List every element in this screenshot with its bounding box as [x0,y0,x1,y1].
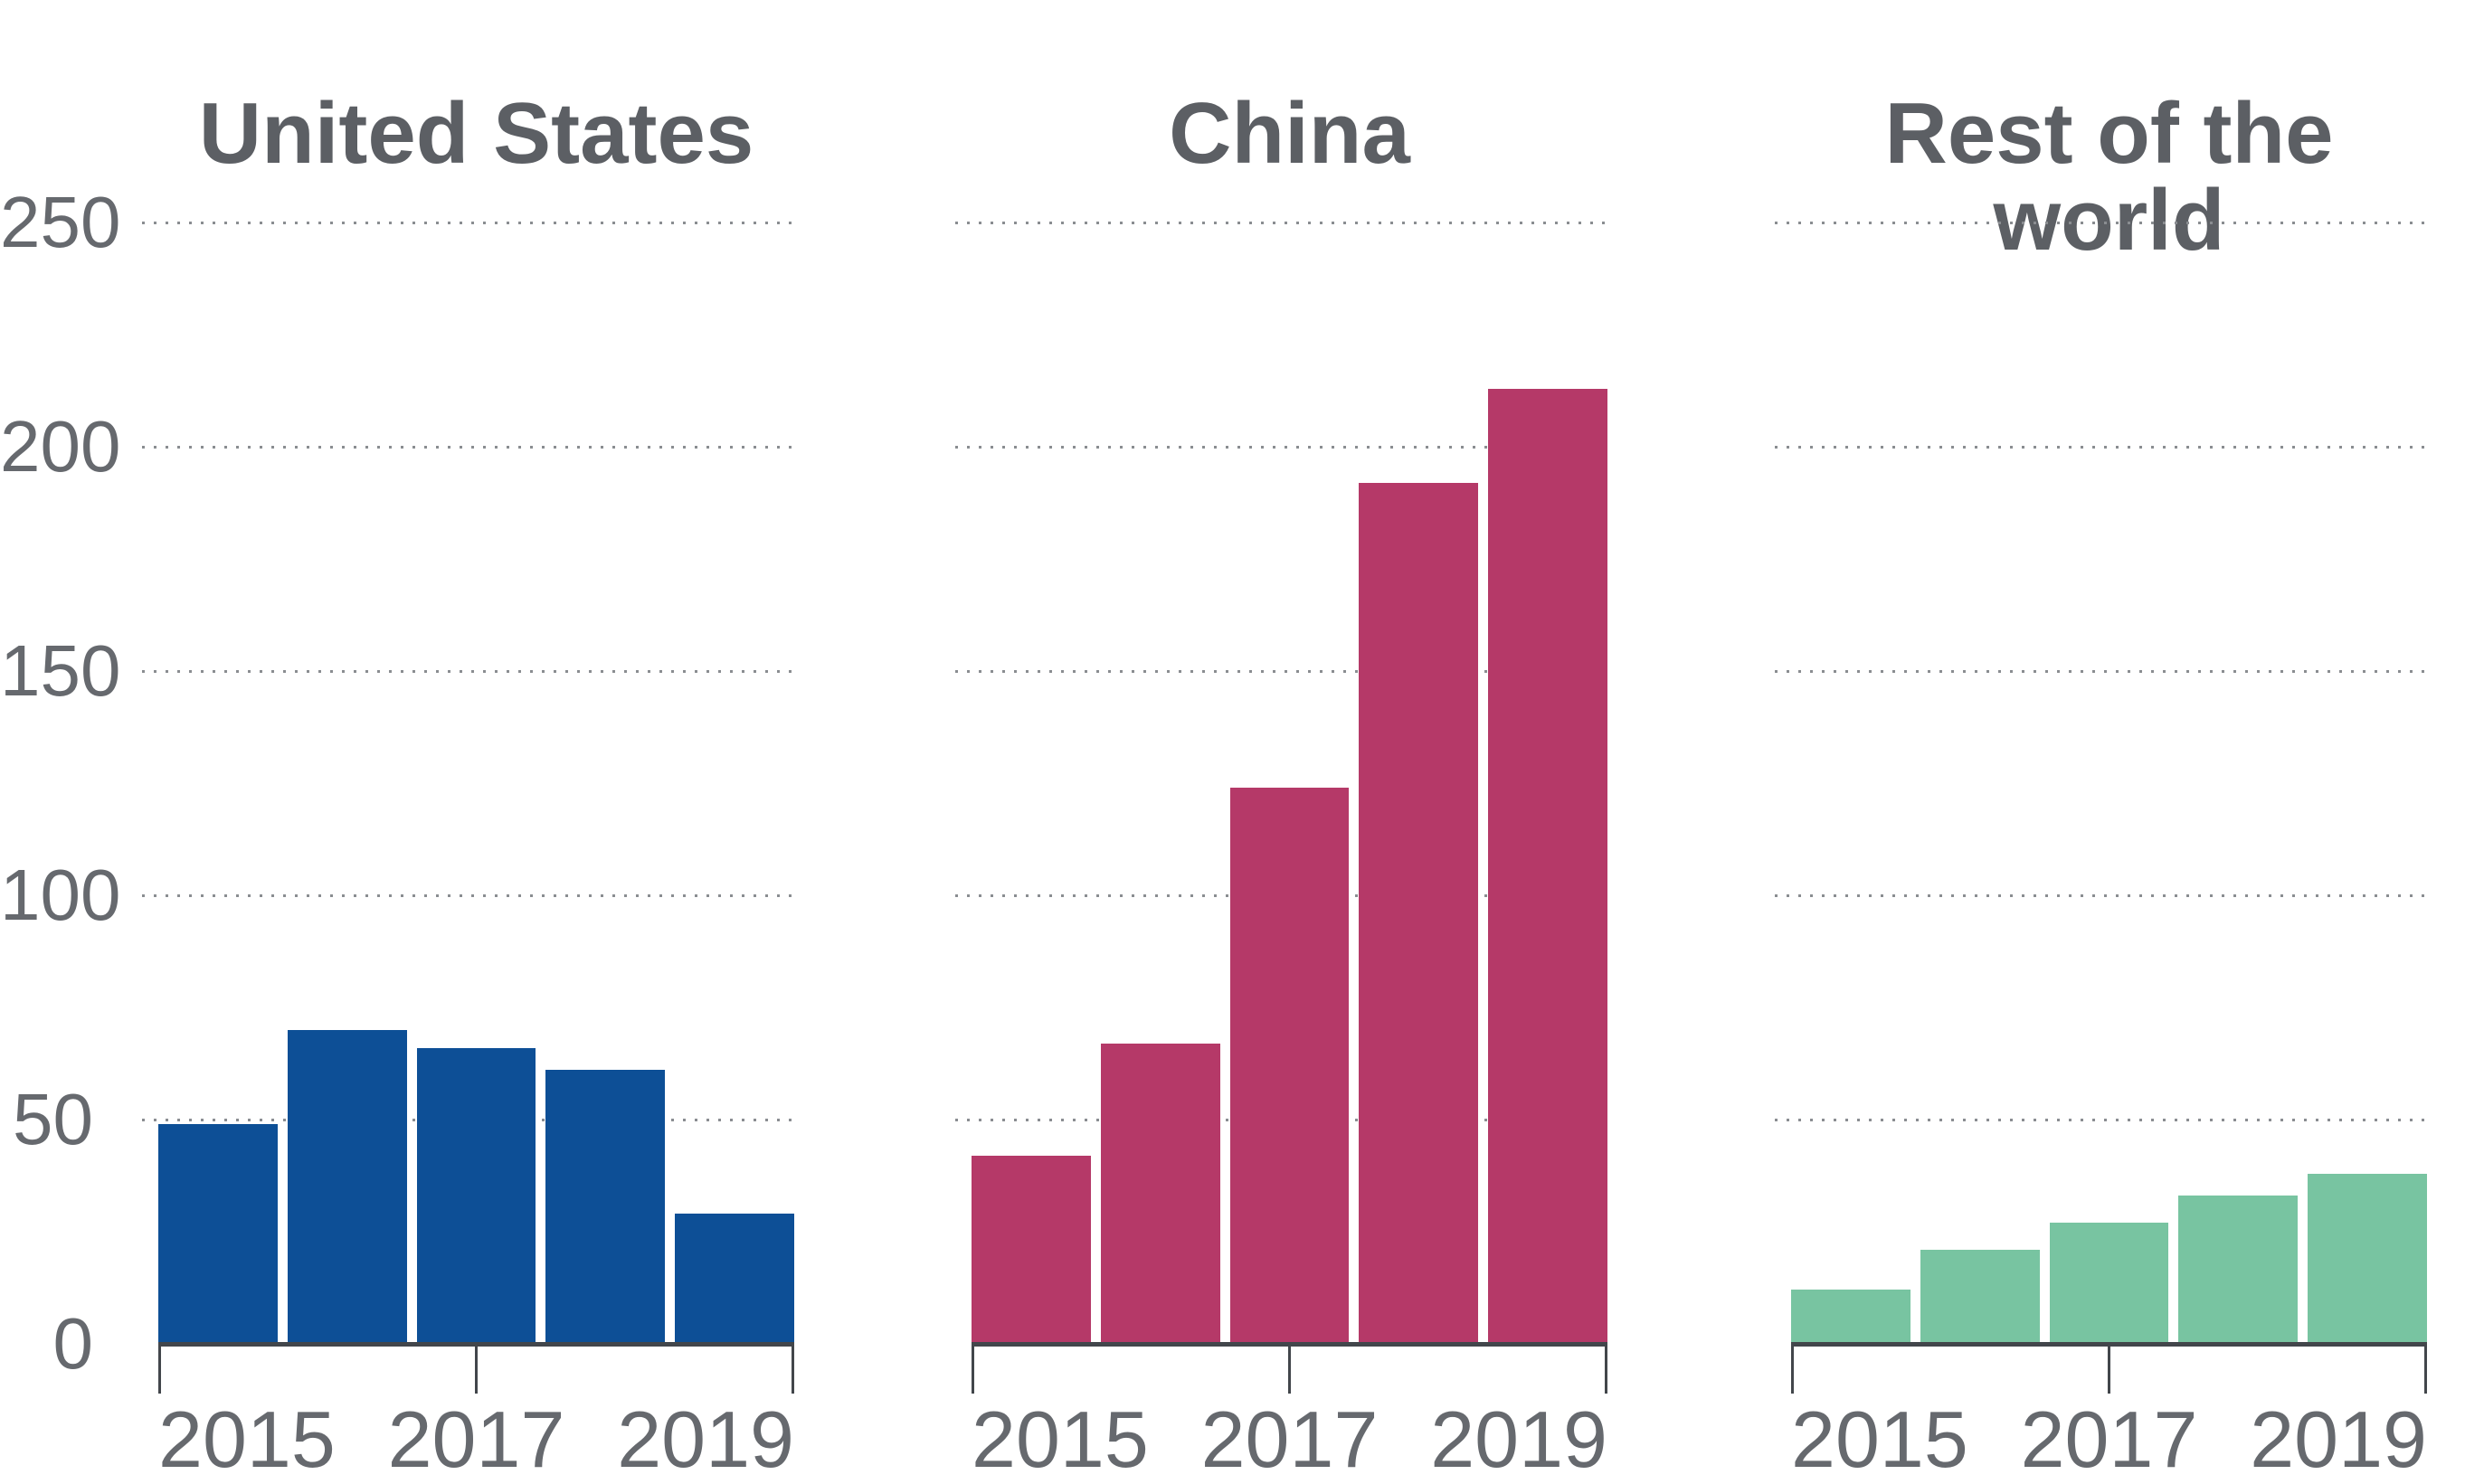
bar-2018 [2178,1196,2299,1344]
x-axis-tick-2017 [1288,1347,1291,1394]
x-axis-label-2019: 2019 [1430,1394,1607,1484]
x-axis-label-2015: 2015 [972,1394,1149,1484]
gridline-200 [142,445,794,449]
x-axis-label-2017: 2017 [2020,1394,2198,1484]
x-axis-label-2019: 2019 [2250,1394,2427,1484]
x-axis-line [972,1342,1607,1347]
x-axis-tick-2019 [792,1347,794,1394]
gridline-200 [1775,445,2427,449]
bar-2016 [287,1029,407,1344]
y-axis-tick-label-150: 150 [0,630,121,711]
gridline-200 [955,445,1607,449]
gridline-150 [955,669,1607,673]
x-axis-tick-2015 [1791,1347,1794,1394]
x-axis-tick-2019 [1605,1347,1607,1394]
x-axis-label-2017: 2017 [387,1394,565,1484]
gridline-50 [1775,1118,2427,1121]
bar-2019 [675,1214,794,1344]
plot-area-rest-of-the-world: 2015 2017 2019 [1775,0,2427,1479]
bar-2018 [545,1070,666,1344]
y-axis-tick-label-50: 50 [13,1079,93,1159]
gridline-150 [1775,669,2427,673]
bar-2019 [2308,1173,2427,1344]
bar-2017 [1229,787,1350,1344]
x-axis-label-2019: 2019 [617,1394,794,1484]
x-axis-line [158,1342,794,1347]
panel-united-states: United States 2015 2017 2019 [142,0,794,1479]
bar-2017 [2049,1223,2169,1344]
plot-area-china: 2015 2017 2019 [955,0,1607,1479]
bar-2015 [1791,1290,1910,1344]
gridline-250 [1775,221,2427,224]
panel-rest-of-the-world: Rest of the world 2015 2017 2019 [1775,0,2427,1479]
x-axis-tick-2019 [2424,1347,2427,1394]
bar-2017 [416,1047,536,1344]
x-axis-label-2015: 2015 [158,1394,336,1484]
x-axis-tick-2015 [158,1347,161,1394]
y-axis-tick-label-100: 100 [0,855,121,935]
x-axis-line [1791,1342,2427,1347]
y-axis-labels: 0 50 100 150 200 250 [0,0,121,1466]
panel-title-china: China [1169,85,1410,182]
y-axis-tick-label-0: 0 [52,1303,94,1384]
gridline-250 [955,221,1607,224]
x-axis-label-2015: 2015 [1791,1394,1968,1484]
bar-2019 [1488,388,1607,1344]
x-axis-label-2017: 2017 [1200,1394,1379,1484]
y-axis-tick-label-250: 250 [0,182,121,262]
y-axis-tick-label-200: 200 [0,406,121,487]
bar-2015 [158,1123,278,1344]
gridline-100 [1775,893,2427,897]
gridline-250 [142,221,794,224]
bar-2016 [1920,1249,2040,1344]
x-axis-tick-2017 [475,1347,478,1394]
x-axis-tick-2015 [972,1347,974,1394]
bar-2015 [972,1155,1091,1344]
panel-china: China 2015 2017 2019 [955,0,1607,1479]
bar-2018 [1359,482,1479,1344]
bar-2016 [1100,1043,1220,1344]
plot-area-united-states: 2015 2017 2019 [142,0,794,1479]
gridline-100 [142,893,794,897]
panel-title-united-states: United States [198,85,754,182]
panel-title-rest-of-the-world: Rest of the world [1884,85,2334,269]
gridline-150 [142,669,794,673]
x-axis-tick-2017 [2108,1347,2110,1394]
